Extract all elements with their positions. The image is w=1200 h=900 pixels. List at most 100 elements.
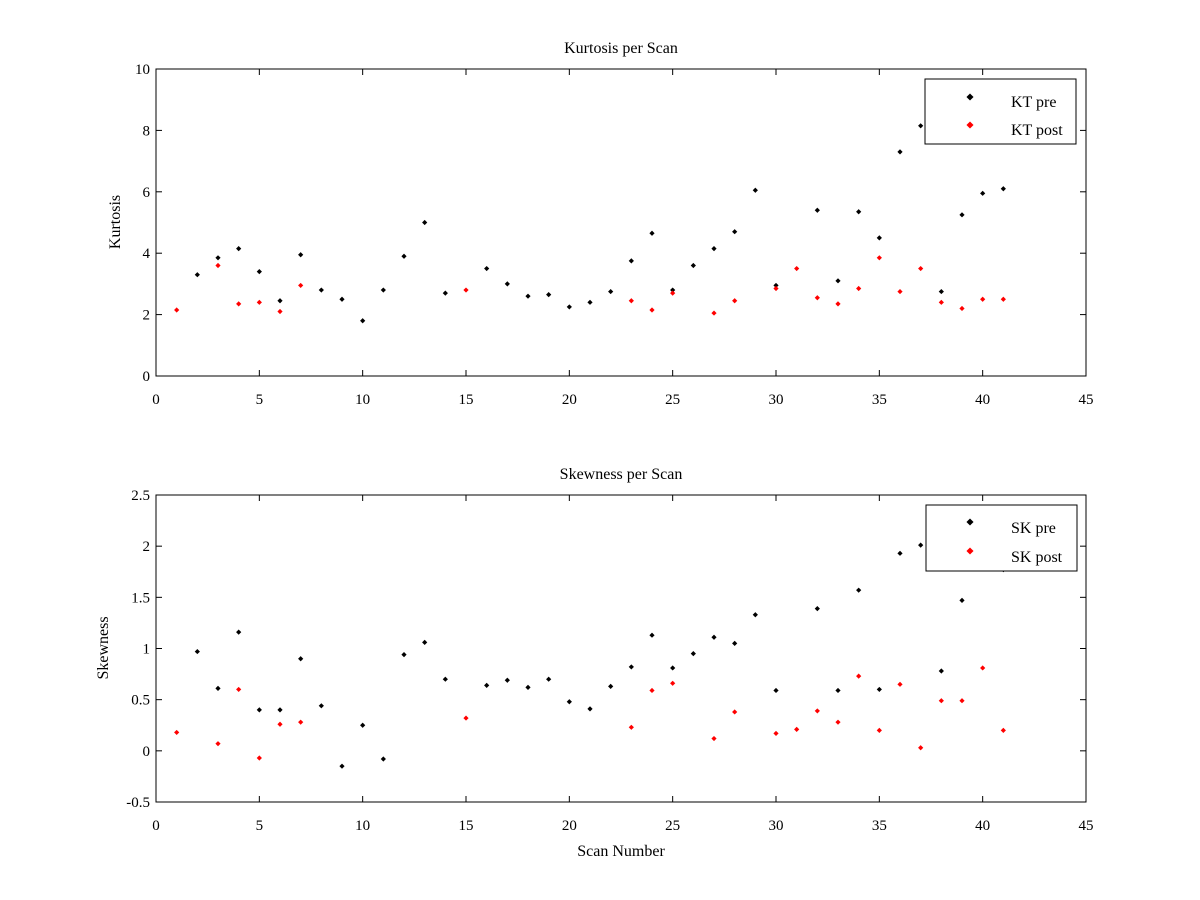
kurtosis-pre-point: [401, 253, 407, 259]
kurtosis-pre-point: [649, 230, 655, 236]
kurtosis-y-tick-label: 10: [135, 62, 150, 78]
kurtosis-post-point: [298, 282, 304, 289]
skewness-post-point: [918, 745, 924, 751]
kurtosis-y-ticks: 0 2 4 6 8 10: [135, 62, 1086, 385]
kurtosis-y-tick-label: 8: [143, 123, 151, 139]
skewness-post-point: [773, 730, 779, 737]
skewness-pre-point: [566, 699, 572, 705]
skewness-pre-point: [442, 676, 448, 682]
kurtosis-pre-point: [442, 290, 448, 296]
kurtosis-post-point: [1000, 296, 1006, 302]
kurtosis-post-point: [856, 285, 862, 292]
skewness-legend-box: [925, 504, 1078, 572]
kurtosis-legend-label-pre: KT pre: [1011, 94, 1056, 111]
skewness-post-point: [938, 698, 944, 704]
kurtosis-legend-marker-pre: [966, 93, 974, 101]
skewness-post-point: [215, 741, 221, 747]
skewness-pre-point: [918, 542, 924, 548]
kurtosis-pre-point: [752, 187, 758, 193]
kurtosis-x-tick-label: 45: [1079, 392, 1094, 408]
skewness-pre-point: [380, 756, 386, 762]
skewness-legend-label-post: SK post: [1011, 549, 1063, 566]
kurtosis-legend: KT pre KT post: [924, 78, 1077, 145]
kurtosis-pre-point: [298, 252, 304, 258]
kurtosis-legend-marker-post: [966, 121, 974, 129]
kurtosis-post-point: [256, 299, 262, 305]
skewness-y-tick-label: 1: [143, 642, 151, 658]
kurtosis-pre-point: [525, 293, 531, 299]
kurtosis-x-tick-label: 10: [355, 392, 370, 408]
skewness-pre-point: [298, 656, 304, 662]
skewness-pre-point: [401, 652, 407, 658]
kurtosis-pre-point: [339, 296, 345, 302]
kurtosis-x-tick-label: 40: [975, 392, 990, 408]
kurtosis-post-point: [732, 298, 738, 304]
skewness-x-tick-label: 5: [256, 818, 264, 834]
skewness-post-point: [174, 729, 180, 736]
kurtosis-x-tick-label: 20: [562, 392, 577, 408]
skewness-y-tick-label: -0.5: [126, 795, 150, 811]
skewness-x-tick-label: 25: [665, 818, 680, 834]
skewness-post-point: [794, 726, 800, 732]
skewness-y-label: Skewness: [95, 616, 112, 679]
kurtosis-pre-point: [773, 282, 779, 289]
skewness-legend: SK pre SK post: [925, 504, 1078, 572]
skewness-pre-point: [835, 687, 841, 694]
skewness-x-tick-label: 35: [872, 818, 887, 834]
skewness-pre-point: [959, 597, 965, 604]
kurtosis-post-point: [980, 296, 986, 302]
skewness-y-ticks: -0.5 0 0.5 1 1.5 2 2.5: [126, 488, 1086, 811]
skewness-y-tick-label: 2: [143, 539, 151, 555]
kurtosis-post-point: [463, 287, 469, 293]
kurtosis-pre-point: [670, 287, 676, 293]
skewness-post-point: [732, 709, 738, 715]
skewness-pre-point: [773, 687, 779, 694]
skewness-pre-point: [339, 763, 345, 769]
skewness-pre-point: [752, 612, 758, 618]
kurtosis-pre-point: [256, 269, 262, 275]
skewness-post-point: [1000, 727, 1006, 733]
kurtosis-post-point: [814, 295, 820, 301]
kurtosis-pre-point: [504, 281, 510, 287]
skewness-y-tick-label: 2.5: [131, 488, 150, 504]
skewness-title: Skewness per Scan: [560, 466, 683, 483]
kurtosis-legend-label-post: KT post: [1011, 122, 1063, 139]
kurtosis-post-point: [628, 298, 634, 304]
skewness-post-point: [649, 687, 655, 694]
kurtosis-pre-point: [194, 272, 200, 278]
kurtosis-pre-point: [938, 288, 944, 295]
kurtosis-pre-point: [277, 298, 283, 304]
skewness-y-tick-label: 0.5: [131, 693, 150, 709]
skewness-x-tick-label: 0: [152, 818, 160, 834]
skewness-x-tick-label: 20: [562, 818, 577, 834]
skewness-post-point: [670, 680, 676, 686]
skewness-y-tick-label: 1.5: [131, 590, 150, 606]
skewness-post-point: [835, 719, 841, 725]
skewness-legend-marker-pre: [966, 518, 974, 526]
kurtosis-post-point: [277, 308, 283, 315]
kurtosis-pre-point: [918, 123, 924, 129]
skewness-x-tick-label: 30: [769, 818, 784, 834]
kurtosis-pre-point: [1000, 186, 1006, 192]
skewness-post-point: [256, 755, 262, 761]
kurtosis-pre-point: [690, 262, 696, 269]
kurtosis-y-tick-label: 0: [143, 369, 151, 385]
kurtosis-pre-point: [711, 245, 717, 252]
kurtosis-pre-point: [876, 235, 882, 241]
kurtosis-pre-point: [546, 292, 552, 298]
skewness-post-point: [277, 721, 283, 727]
kurtosis-pre-point: [856, 209, 862, 215]
skewness-points: [174, 542, 1006, 769]
skewness-pre-point: [608, 683, 614, 689]
kurtosis-post-point: [711, 310, 717, 316]
kurtosis-x-tick-label: 30: [769, 392, 784, 408]
kurtosis-x-tick-label: 5: [256, 392, 264, 408]
skewness-post-point: [814, 708, 820, 714]
skewness-pre-point: [194, 648, 200, 655]
kurtosis-y-tick-label: 6: [143, 185, 151, 201]
kurtosis-post-point: [897, 288, 903, 295]
skewness-pre-point: [628, 664, 634, 670]
skewness-pre-point: [897, 550, 903, 556]
kurtosis-pre-point: [980, 190, 986, 196]
